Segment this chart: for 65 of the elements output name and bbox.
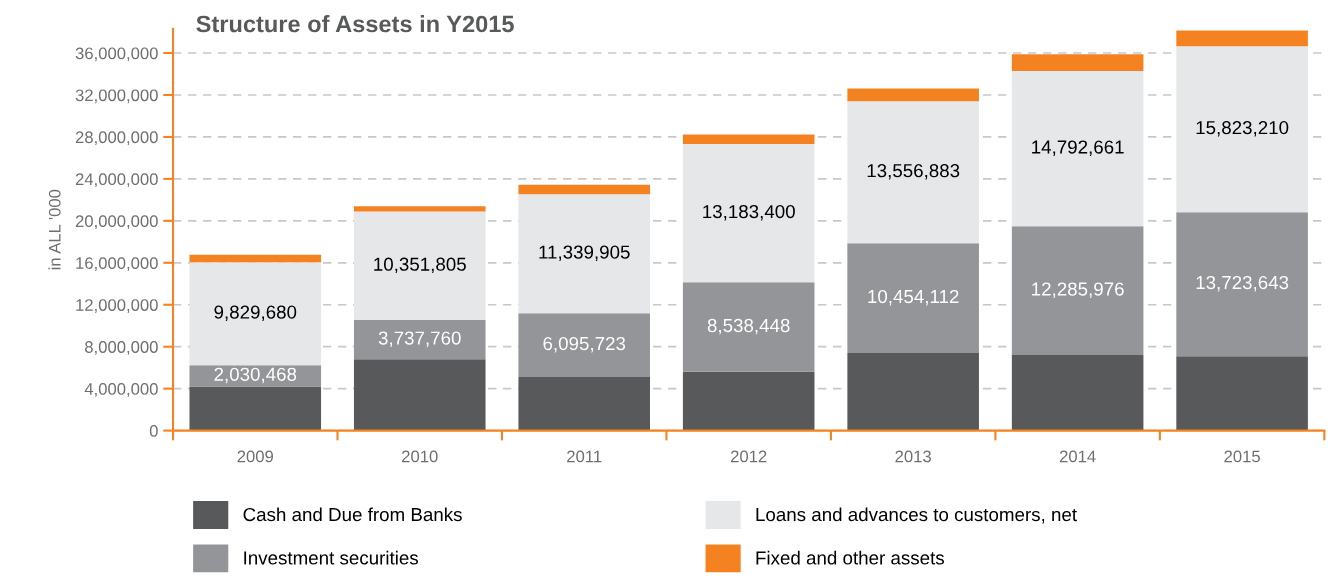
y-tick-label: 28,000,000 bbox=[75, 131, 158, 146]
bar bbox=[353, 206, 486, 212]
bar bbox=[1176, 30, 1308, 47]
bar bbox=[189, 365, 322, 387]
bar bbox=[682, 282, 815, 372]
data-label: 10,351,805 bbox=[374, 257, 466, 274]
data-label: 2,030,468 bbox=[214, 367, 297, 384]
legend-label: Loans and advances to customers, net bbox=[756, 507, 1077, 524]
y-axis-title: in ALL '000 bbox=[48, 189, 61, 270]
y-tick-label: 36,000,000 bbox=[75, 47, 158, 62]
data-label: 9,829,680 bbox=[214, 305, 297, 321]
bar bbox=[353, 359, 486, 431]
y-tick-label: 12,000,000 bbox=[76, 299, 158, 313]
data-label: 3,737,760 bbox=[378, 331, 461, 347]
bar bbox=[518, 377, 650, 431]
bar bbox=[1176, 212, 1308, 357]
bar bbox=[1176, 46, 1308, 213]
bar bbox=[189, 262, 322, 366]
data-label: 6,095,723 bbox=[543, 336, 626, 353]
data-label: 10,454,112 bbox=[868, 289, 959, 306]
bar bbox=[682, 144, 815, 283]
x-tick-label: 2013 bbox=[895, 450, 931, 463]
y-tick-label: 16,000,000 bbox=[76, 257, 158, 271]
data-label: 12,285,976 bbox=[1032, 282, 1124, 298]
legend-label: Fixed and other assets bbox=[756, 550, 944, 565]
y-tick-label: 20,000,000 bbox=[75, 215, 158, 230]
bar bbox=[1011, 226, 1144, 356]
data-label: 15,823,210 bbox=[1196, 120, 1289, 137]
data-label: 13,723,643 bbox=[1196, 275, 1289, 292]
y-tick-label: 0 bbox=[149, 425, 158, 437]
bar bbox=[847, 88, 979, 102]
bar bbox=[353, 211, 486, 321]
data-label: 13,183,400 bbox=[703, 204, 795, 221]
bar bbox=[1011, 54, 1144, 72]
legend-label: Cash and Due from Banks bbox=[243, 507, 462, 522]
bar bbox=[847, 353, 979, 431]
data-label: 13,556,883 bbox=[867, 164, 960, 180]
bar bbox=[847, 243, 979, 353]
bar bbox=[189, 386, 322, 431]
bar bbox=[518, 313, 650, 378]
y-tick-label: 8,000,000 bbox=[85, 341, 158, 355]
data-label: 8,538,448 bbox=[707, 318, 790, 335]
x-tick-label: 2010 bbox=[402, 450, 438, 463]
bar bbox=[518, 184, 650, 195]
bar bbox=[353, 320, 486, 360]
bar bbox=[1011, 355, 1144, 431]
bar bbox=[1176, 356, 1308, 431]
x-tick-label: 2014 bbox=[1059, 450, 1096, 463]
y-tick-label: 4,000,000 bbox=[84, 383, 158, 397]
chart-title: Structure of Assets in Y2015 bbox=[196, 15, 514, 33]
bar bbox=[682, 134, 815, 145]
bar bbox=[1011, 71, 1144, 227]
data-label: 14,792,661 bbox=[1032, 140, 1124, 156]
bar bbox=[189, 254, 322, 263]
bar bbox=[682, 371, 815, 431]
x-tick-label: 2015 bbox=[1224, 450, 1260, 463]
x-tick-label: 2009 bbox=[237, 450, 274, 463]
bar bbox=[518, 194, 650, 314]
data-label: 11,339,905 bbox=[539, 245, 630, 261]
legend-label: Investment securities bbox=[244, 550, 419, 565]
y-tick-label: 24,000,000 bbox=[75, 173, 158, 188]
x-tick-label: 2012 bbox=[730, 450, 767, 463]
x-tick-label: 2011 bbox=[567, 450, 602, 463]
y-tick-label: 32,000,000 bbox=[75, 89, 158, 104]
bar bbox=[847, 101, 979, 244]
